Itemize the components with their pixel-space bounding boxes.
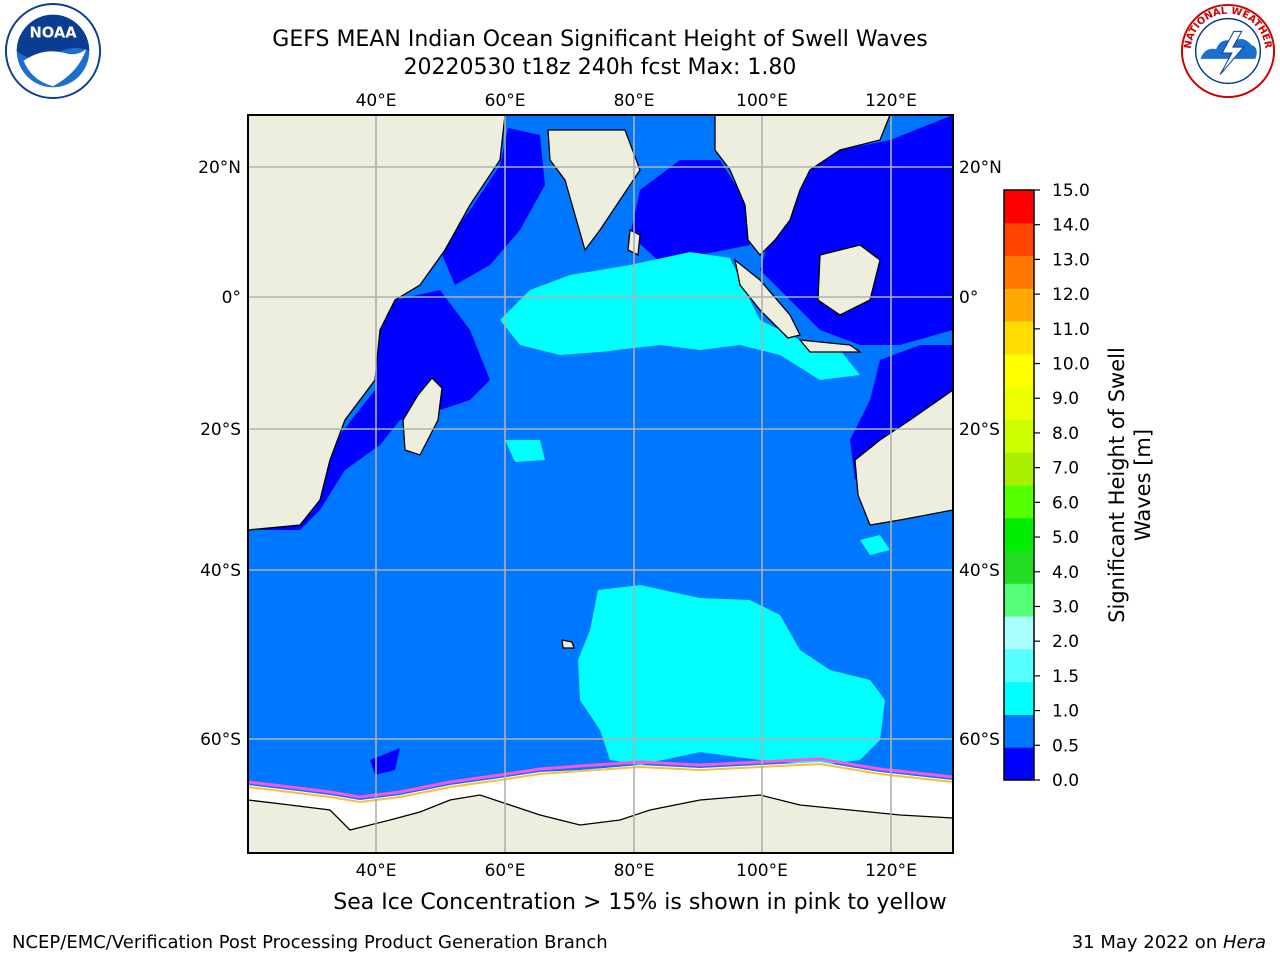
colorbar-segment [1004,353,1034,388]
colorbar-segment [1004,255,1034,289]
map-frame [247,114,954,854]
colorbar-segment [1004,190,1034,224]
colorbar-title: Significant Height of Swell Waves [m] [1105,347,1155,623]
lon-label-top: 120°E [865,91,917,111]
colorbar-tick-label: 1.0 [1052,702,1079,722]
lat-label-left: 40°S [200,561,241,581]
colorbar-tick-label: 5.0 [1052,528,1079,548]
lat-label-right: 20°S [959,420,1000,440]
colorbar-segment [1004,222,1034,257]
sea-ice-edge-inner [248,762,953,804]
lat-label-left: 60°S [200,730,241,750]
lon-label-bottom: 80°E [614,861,655,881]
chart-title: GEFS MEAN Indian Ocean Significant Heigh… [272,27,928,52]
footer-host: Hera [1222,932,1266,953]
map-gridlines [248,115,953,853]
colorbar-tick-label: 3.0 [1052,597,1079,617]
colorbar-segment [1004,714,1034,748]
colorbar-tick-label: 15.0 [1052,181,1090,201]
colorbar-tick-label: 7.0 [1052,459,1079,479]
lon-label-bottom: 120°E [865,861,917,881]
colorbar-ticks: 15.0 14.0 13.0 12.0 11.0 10.0 9.0 8.0 7.0 6.0 5.0 4… [1034,181,1090,791]
lat-label-left: 20°S [200,420,241,440]
colorbar-segment [1004,550,1034,584]
colorbar-segment [1004,648,1034,683]
lat-label-right: 0° [959,288,978,308]
colorbar-tick-label: 12.0 [1052,285,1090,305]
colorbar-segment [1004,747,1034,781]
colorbar-segment [1004,321,1034,355]
sea-ice-edge [248,757,953,799]
colorbar-tick-label: 13.0 [1052,250,1090,270]
colorbar-tick-label: 14.0 [1052,216,1090,236]
colorbar-tick-label: 9.0 [1052,389,1079,409]
colorbar-segment [1004,386,1034,420]
lon-label-top: 80°E [614,91,655,111]
colorbar-tick-label: 2.0 [1052,632,1079,652]
map-area [248,115,953,853]
colorbar-tick-label: 11.0 [1052,320,1090,340]
colorbar [1003,189,1035,781]
colorbar-tick-label: 1.5 [1052,667,1079,687]
colorbar-segment [1004,681,1034,715]
colorbar-segment [1004,616,1034,650]
lon-label-top: 100°E [736,91,788,111]
lat-label-right: 20°N [959,158,1002,178]
noaa-logo: NOAA [4,2,102,100]
lon-label-bottom: 100°E [736,861,788,881]
colorbar-tick-label: 10.0 [1052,355,1090,375]
lon-label-top: 40°E [356,91,397,111]
svg-text:NOAA: NOAA [29,24,77,41]
footer-credit: NCEP/EMC/Verification Post Processing Pr… [12,932,608,953]
colorbar-tick-label: 8.0 [1052,424,1079,444]
colorbar-segment [1004,288,1034,322]
lon-label-top: 60°E [485,91,526,111]
lat-label-left: 0° [222,288,241,308]
sea-ice-note: Sea Ice Concentration > 15% is shown in … [333,890,947,915]
colorbar-tick-label: 4.0 [1052,563,1079,583]
lon-label-bottom: 40°E [356,861,397,881]
lat-label-right: 60°S [959,730,1000,750]
colorbar-frame [1003,189,1035,781]
colorbar-segment [1004,583,1034,617]
lon-label-bottom: 60°E [485,861,526,881]
lat-label-right: 40°S [959,561,1000,581]
colorbar-tick-label: 6.0 [1052,493,1079,513]
colorbar-segment [1004,485,1034,519]
lat-label-left: 20°N [198,158,241,178]
colorbar-segment [1004,452,1034,486]
footer-date: 31 May 2022 on Hera [1072,932,1266,953]
colorbar-tick-label: 0.0 [1052,771,1079,791]
chart-subtitle: 20220530 t18z 240h fcst Max: 1.80 [403,55,797,80]
colorbar-segment [1004,517,1034,552]
colorbar-segment [1004,419,1034,453]
ocean-swell-1.0-1.5 [500,252,890,765]
colorbar-tick-label: 0.5 [1052,736,1079,756]
footer-date-text: 31 May 2022 on [1071,932,1223,953]
nws-logo: NATIONAL WEATHER SERVICE [1178,2,1276,99]
